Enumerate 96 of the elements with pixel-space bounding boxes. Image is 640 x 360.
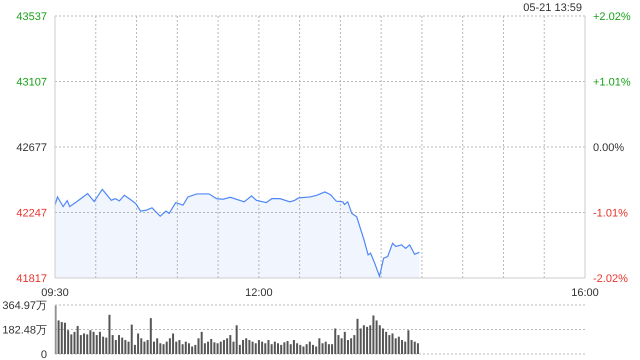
y2-tick-label: -2.02% bbox=[593, 273, 628, 285]
bar bbox=[226, 338, 228, 354]
bar bbox=[166, 342, 168, 354]
bar bbox=[108, 314, 110, 354]
bar bbox=[200, 332, 203, 354]
y-tick-label: 182.48万 bbox=[2, 324, 47, 336]
bar bbox=[267, 340, 270, 354]
bar bbox=[222, 340, 225, 354]
bar bbox=[292, 340, 295, 354]
bar bbox=[362, 325, 365, 354]
bar bbox=[270, 344, 273, 354]
bar bbox=[92, 332, 95, 354]
y-tick-label: 42247 bbox=[16, 208, 47, 220]
bar bbox=[302, 346, 304, 354]
bar bbox=[372, 315, 374, 354]
bar bbox=[252, 342, 254, 354]
y2-tick-label: +2.02% bbox=[593, 11, 631, 23]
bar bbox=[407, 330, 410, 354]
bar bbox=[277, 343, 280, 354]
bar bbox=[150, 318, 152, 354]
bar bbox=[258, 340, 260, 354]
bar bbox=[236, 325, 238, 354]
x-tick-label: 09:30 bbox=[41, 287, 69, 299]
bar bbox=[350, 338, 352, 354]
bar bbox=[89, 330, 92, 354]
bar bbox=[334, 328, 336, 354]
bar bbox=[220, 342, 222, 354]
bar bbox=[229, 335, 232, 354]
bar bbox=[96, 335, 98, 354]
bar bbox=[385, 332, 388, 354]
text: 05-21 13:59 bbox=[523, 2, 582, 14]
bar bbox=[83, 333, 86, 354]
y-tick-label: 42677 bbox=[16, 142, 47, 154]
bar bbox=[98, 332, 101, 354]
bar bbox=[242, 340, 244, 354]
bar bbox=[216, 343, 219, 354]
bar bbox=[121, 338, 124, 354]
bar bbox=[286, 340, 289, 354]
bar bbox=[184, 342, 187, 354]
bar bbox=[130, 324, 133, 354]
bar bbox=[248, 340, 250, 354]
bar bbox=[264, 343, 266, 354]
x-tick-label: 12:00 bbox=[245, 287, 273, 299]
bar bbox=[416, 343, 419, 354]
bar bbox=[191, 346, 194, 354]
bar bbox=[137, 333, 140, 354]
y-tick-label: 41817 bbox=[16, 273, 47, 285]
bar bbox=[344, 332, 346, 354]
y2-tick-label: 0.00% bbox=[593, 142, 624, 154]
bar bbox=[356, 318, 359, 354]
bar bbox=[308, 342, 311, 354]
bar bbox=[86, 334, 88, 354]
bar bbox=[188, 343, 190, 354]
bar bbox=[401, 340, 404, 354]
bar bbox=[156, 338, 158, 354]
bar bbox=[324, 342, 327, 354]
bar bbox=[299, 344, 302, 354]
bar bbox=[172, 333, 174, 354]
bar bbox=[118, 335, 120, 354]
bar bbox=[245, 338, 248, 354]
bar bbox=[306, 344, 308, 354]
bar bbox=[398, 336, 400, 354]
bar bbox=[143, 342, 146, 354]
x-tick-label: 16:00 bbox=[571, 287, 599, 299]
y-tick-label: 0 bbox=[40, 349, 47, 360]
bar bbox=[182, 344, 184, 354]
bar bbox=[328, 344, 330, 354]
bar bbox=[290, 344, 292, 354]
y2-tick-label: -1.01% bbox=[593, 208, 628, 220]
bar bbox=[274, 342, 276, 354]
bar bbox=[70, 334, 72, 354]
bar bbox=[60, 322, 63, 354]
bar bbox=[261, 342, 264, 354]
bar bbox=[178, 340, 180, 354]
bar bbox=[296, 343, 298, 354]
bar bbox=[207, 342, 210, 354]
bar bbox=[318, 338, 320, 354]
bar bbox=[391, 333, 394, 354]
bar bbox=[254, 343, 257, 354]
bar bbox=[76, 326, 79, 354]
bar bbox=[414, 342, 416, 354]
bar bbox=[280, 344, 282, 354]
bar bbox=[312, 344, 314, 354]
bar bbox=[382, 328, 384, 354]
bar bbox=[124, 340, 126, 354]
bar bbox=[388, 335, 390, 354]
y-tick-label: 43537 bbox=[16, 11, 47, 23]
bar bbox=[210, 338, 212, 354]
bar bbox=[283, 342, 286, 354]
bar bbox=[366, 326, 368, 354]
bar bbox=[162, 344, 165, 354]
y-tick-label: 364.97万 bbox=[2, 300, 47, 312]
y-tick-label: 43107 bbox=[16, 76, 47, 88]
bar bbox=[64, 322, 66, 354]
bar bbox=[213, 342, 216, 354]
y2-tick-label: +1.01% bbox=[593, 76, 631, 88]
